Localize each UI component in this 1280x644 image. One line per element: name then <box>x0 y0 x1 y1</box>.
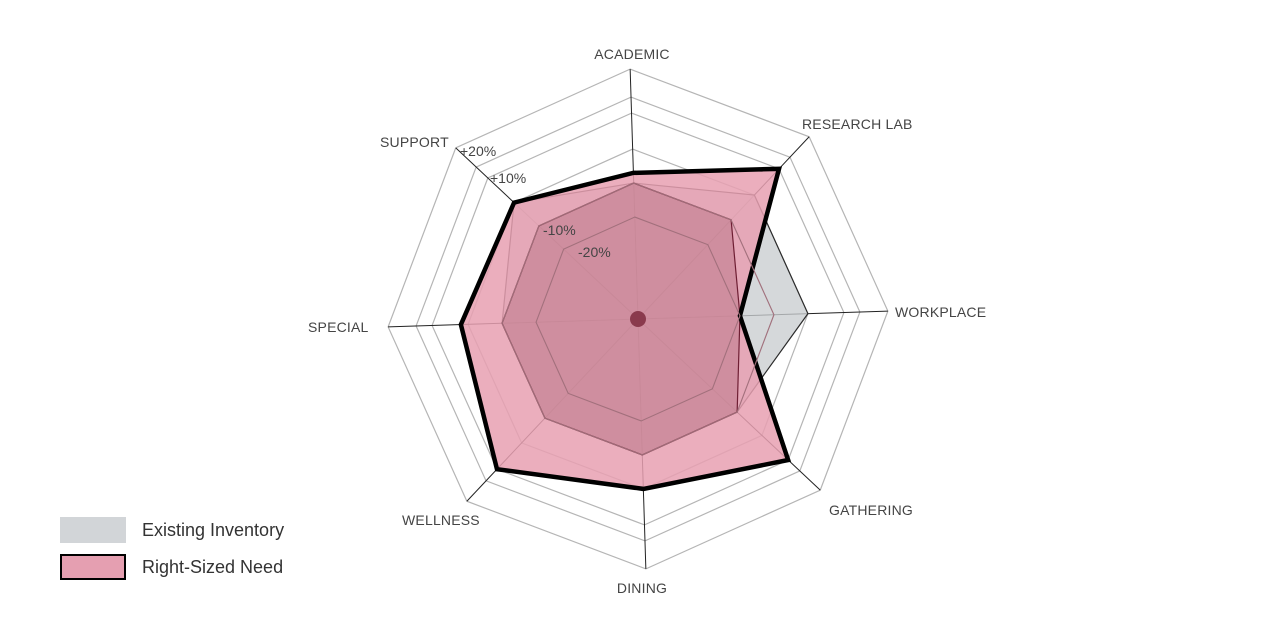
tick-label-plus20pct: +20% <box>460 143 496 159</box>
axis-label-workplace: WORKPLACE <box>895 304 986 320</box>
axis-label-research-lab: RESEARCH LAB <box>802 116 913 132</box>
legend-item-existing-inventory: Existing Inventory <box>60 515 284 545</box>
axis-label-wellness: WELLNESS <box>402 512 480 528</box>
series-right-sized-need-outline <box>458 166 792 492</box>
axis-label-gathering: GATHERING <box>829 502 913 518</box>
legend: Existing Inventory Right-Sized Need <box>60 515 284 589</box>
axis-label-special: SPECIAL <box>308 319 369 335</box>
inner-grid-ring-1 <box>535 216 741 422</box>
tick-label-plus10pct: +10% <box>490 170 526 186</box>
tick-label-minus20pct: -20% <box>578 244 611 260</box>
legend-label-existing-inventory: Existing Inventory <box>142 519 285 540</box>
inner-grid-ring-2 <box>501 182 775 456</box>
legend-swatch-right-sized-need <box>60 554 126 580</box>
legend-swatch-existing-inventory <box>60 517 126 543</box>
legend-item-right-sized-need: Right-Sized Need <box>60 552 284 582</box>
axis-label-support: SUPPORT <box>380 134 449 150</box>
tick-label-minus10pct: -10% <box>543 222 576 238</box>
legend-label-right-sized-need: Right-Sized Need <box>142 556 284 577</box>
center-dot <box>630 311 646 327</box>
axis-label-dining: DINING <box>617 580 667 596</box>
axis-label-academic: ACADEMIC <box>594 46 670 62</box>
series-right-sized-need <box>460 168 789 489</box>
